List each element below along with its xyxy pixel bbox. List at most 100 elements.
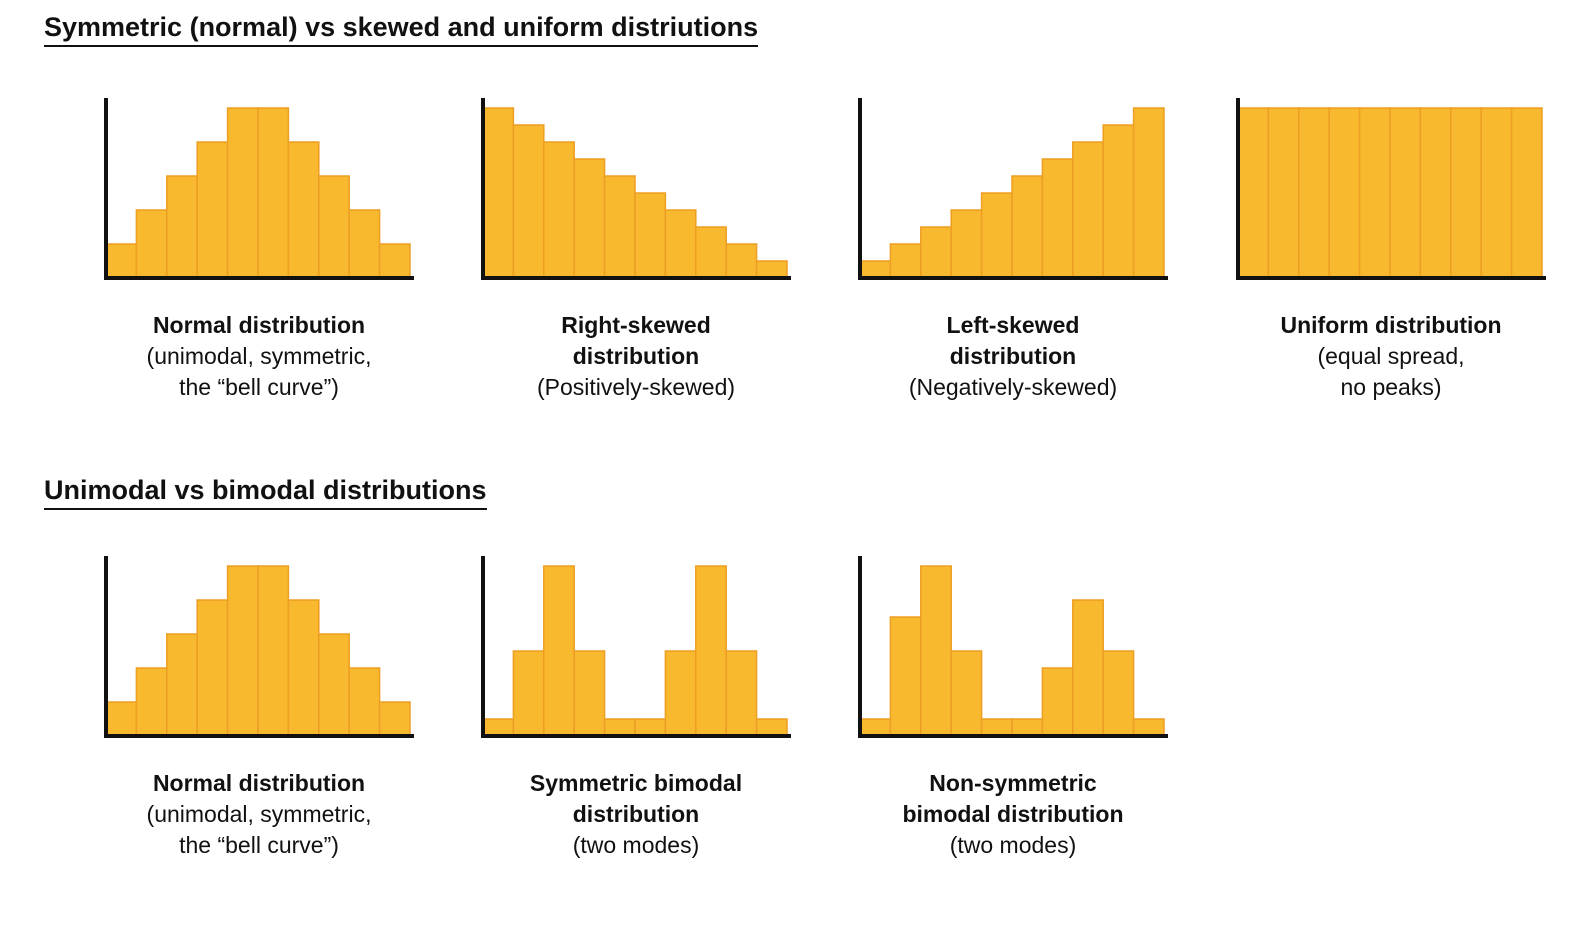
histogram-bar: [166, 175, 198, 279]
caption-sub-line: (unimodal, symmetric,: [146, 343, 372, 369]
axis-lines: [104, 556, 414, 738]
histogram-bar: [1011, 175, 1044, 279]
axis-lines: [858, 556, 1168, 738]
histogram-bar: [378, 701, 411, 737]
histogram-bar: [196, 599, 229, 737]
histogram-bar: [1267, 107, 1300, 279]
histogram-bar: [573, 158, 606, 279]
histogram-bar: [348, 667, 381, 737]
histogram-bar: [1237, 107, 1270, 279]
caption-sub-line: (unimodal, symmetric,: [146, 801, 372, 827]
histogram-bar: [755, 260, 788, 279]
histogram-bar: [859, 260, 892, 279]
histogram-bar: [1132, 107, 1165, 279]
histogram-bar: [664, 209, 697, 279]
histogram-bar: [695, 226, 727, 279]
panel-right-skewed-distribution: Right-skewed distribution (Positively-sk…: [481, 98, 791, 403]
caption-title-line: Symmetric bimodal: [529, 770, 743, 796]
caption-sub-line: (Negatively-skewed): [908, 374, 1118, 400]
chart-normal-distribution: [104, 98, 414, 280]
histogram-bar: [226, 107, 259, 279]
histogram-bar: [573, 650, 606, 737]
caption-sub-line: no peaks): [1340, 374, 1442, 400]
histogram-bar: [1450, 107, 1482, 279]
histogram-bar: [287, 141, 320, 279]
histogram-bar: [920, 565, 952, 737]
histogram-bar: [1102, 650, 1135, 737]
caption-sub-line: (two modes): [572, 832, 700, 858]
panel-uniform-distribution: Uniform distribution (equal spread, no p…: [1236, 98, 1546, 403]
caption-title-line: bimodal distribution: [902, 801, 1124, 827]
histogram-bar: [257, 565, 290, 737]
histogram-bar: [1041, 667, 1074, 737]
caption-title: Normal distribution: [152, 770, 366, 796]
histogram-bar: [1072, 141, 1104, 279]
histogram-bar: [318, 633, 350, 737]
histogram-bar: [105, 701, 138, 737]
histogram-bar: [634, 718, 667, 737]
caption-sub-line: (equal spread,: [1317, 343, 1465, 369]
histogram-bar: [1072, 599, 1104, 737]
histogram-bar: [664, 650, 697, 737]
caption-uniform-distribution: Uniform distribution (equal spread, no p…: [1236, 310, 1546, 403]
histogram-bar: [725, 243, 758, 279]
histogram-bar: [980, 192, 1013, 279]
histogram-bar: [105, 243, 138, 279]
histogram-bar: [1041, 158, 1074, 279]
caption-sub-line: the “bell curve”): [179, 374, 339, 400]
histogram-bar: [226, 565, 259, 737]
histogram-bar: [135, 209, 168, 279]
caption-normal-distribution-unimodal: Normal distribution (unimodal, symmetric…: [104, 768, 414, 861]
histogram-bar: [950, 650, 983, 737]
histogram-bar: [1510, 107, 1543, 279]
axis-lines: [1236, 98, 1546, 280]
histogram-bar: [482, 718, 515, 737]
histogram-bar: [725, 650, 758, 737]
caption-title-line: distribution: [572, 801, 700, 827]
histogram-bar: [695, 565, 727, 737]
histogram-bar: [1298, 107, 1330, 279]
caption-sub-line: (two modes): [949, 832, 1077, 858]
axis-lines: [481, 98, 791, 280]
chart-non-symmetric-bimodal-distribution: [858, 556, 1168, 738]
histogram-bar: [980, 718, 1013, 737]
histogram-bar: [1328, 107, 1361, 279]
histogram-bar: [135, 667, 168, 737]
histogram-bar: [1480, 107, 1513, 279]
panel-left-skewed-distribution: Left-skewed distribution (Negatively-ske…: [858, 98, 1168, 403]
histogram-bar: [1011, 718, 1044, 737]
histogram-bar: [512, 650, 545, 737]
histogram-bar: [1358, 107, 1391, 279]
caption-title-line: Left-skewed: [946, 312, 1080, 338]
caption-non-symmetric-bimodal-distribution: Non-symmetric bimodal distribution (two …: [858, 768, 1168, 861]
histogram-bar: [196, 141, 229, 279]
histogram-bar: [859, 718, 892, 737]
chart-left-skewed-distribution: [858, 98, 1168, 280]
caption-title: Uniform distribution: [1280, 312, 1502, 338]
histogram-bar: [634, 192, 667, 279]
histogram-bar: [378, 243, 411, 279]
caption-title-line: distribution: [949, 343, 1077, 369]
histogram-bar: [318, 175, 350, 279]
caption-title-line: Right-skewed: [561, 312, 711, 338]
caption-normal-distribution: Normal distribution (unimodal, symmetric…: [104, 310, 414, 403]
histogram-bar: [257, 107, 290, 279]
chart-normal-distribution-unimodal: [104, 556, 414, 738]
histogram-bar: [603, 175, 636, 279]
section-title-distribution-shapes: Symmetric (normal) vs skewed and uniform…: [44, 10, 759, 47]
histogram-bar: [603, 718, 636, 737]
histogram-bar: [1389, 107, 1422, 279]
histogram-bar: [348, 209, 381, 279]
histogram-bar: [166, 633, 198, 737]
caption-right-skewed-distribution: Right-skewed distribution (Positively-sk…: [481, 310, 791, 403]
histogram-bar: [543, 565, 575, 737]
chart-symmetric-bimodal-distribution: [481, 556, 791, 738]
histogram-bar: [950, 209, 983, 279]
histogram-bar: [755, 718, 788, 737]
histogram-bar: [920, 226, 952, 279]
axis-lines: [481, 556, 791, 738]
panel-symmetric-bimodal-distribution: Symmetric bimodal distribution (two mode…: [481, 556, 791, 861]
caption-title-line: distribution: [572, 343, 700, 369]
histogram-bar: [889, 616, 922, 737]
histogram-bar: [1132, 718, 1165, 737]
